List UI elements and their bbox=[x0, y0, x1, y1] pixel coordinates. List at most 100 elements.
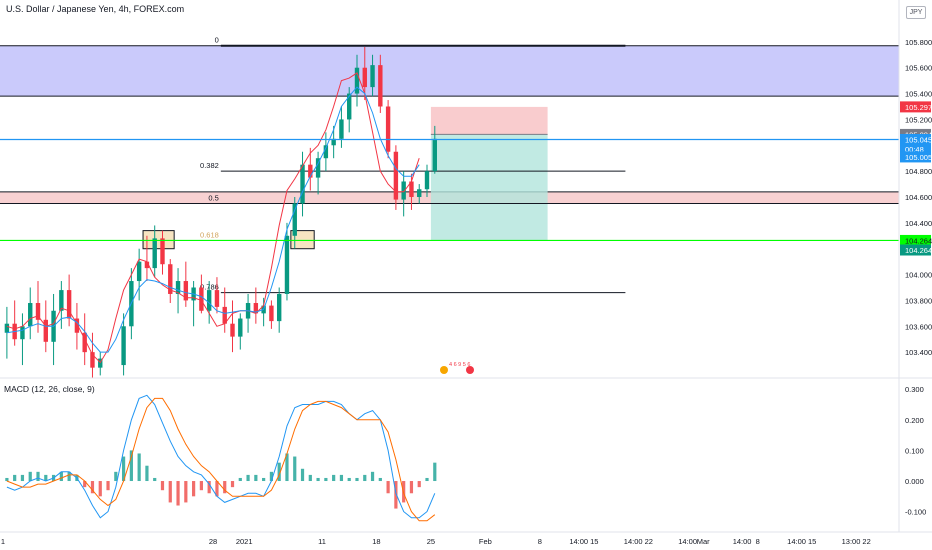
macd-histogram-bar bbox=[285, 453, 289, 482]
candle-body bbox=[28, 303, 33, 327]
candle-body bbox=[175, 281, 181, 294]
candle-body bbox=[136, 261, 142, 282]
candle-body bbox=[401, 181, 406, 200]
price-badge-label: 104.264 bbox=[905, 236, 932, 245]
event-marker-icon bbox=[440, 366, 448, 374]
macd-histogram-bar bbox=[5, 477, 9, 482]
macd-histogram-bar bbox=[106, 481, 110, 491]
candle-body bbox=[253, 303, 259, 314]
candle-body bbox=[214, 290, 220, 307]
price-badge bbox=[900, 234, 931, 246]
fib-level-label: 0.618 bbox=[200, 230, 219, 239]
candle-body bbox=[370, 65, 375, 88]
candle-body bbox=[432, 138, 437, 172]
macd-histogram-bar bbox=[20, 474, 25, 482]
candle-body bbox=[331, 138, 336, 146]
price-tick-label: 105.200 bbox=[905, 115, 932, 124]
macd-histogram-bar bbox=[324, 477, 328, 482]
price-badge bbox=[900, 143, 931, 155]
price-badge bbox=[900, 244, 931, 256]
macd-histogram-bar bbox=[137, 453, 141, 482]
time-tick-label: 8 bbox=[756, 537, 760, 546]
macd-histogram-bar bbox=[277, 462, 281, 482]
candle-body bbox=[424, 171, 430, 190]
time-tick-label: 15 bbox=[590, 537, 598, 546]
macd-histogram-bar bbox=[269, 471, 274, 482]
candle-body bbox=[378, 65, 383, 107]
time-tick-label: 2021 bbox=[236, 537, 253, 546]
event-marker-icon bbox=[466, 366, 474, 374]
macd-histogram-bar bbox=[207, 481, 211, 494]
candle-body bbox=[276, 293, 282, 322]
price-tick-label: 105.800 bbox=[905, 38, 932, 47]
candle-body bbox=[308, 164, 313, 178]
macd-histogram-bar bbox=[145, 465, 149, 482]
time-tick-label: 28 bbox=[209, 537, 217, 546]
price-badge-label: 105.045 bbox=[905, 135, 932, 144]
price-tick-label: 103.600 bbox=[905, 322, 932, 331]
macd-histogram-bar bbox=[192, 481, 196, 497]
macd-histogram-bar bbox=[386, 481, 390, 494]
macd-histogram-bar bbox=[246, 474, 250, 482]
time-tick-label: 22 bbox=[862, 537, 870, 546]
price-badge bbox=[900, 151, 931, 163]
fib-level-label: 0 bbox=[215, 36, 219, 45]
price-badge-label: 105.297 bbox=[905, 103, 932, 112]
time-tick-label: 18 bbox=[372, 537, 380, 546]
macd-histogram-bar bbox=[238, 477, 242, 482]
macd-histogram-bar bbox=[230, 481, 235, 488]
highlight-box bbox=[142, 230, 175, 250]
candle-body bbox=[323, 145, 329, 159]
candle-body bbox=[199, 287, 204, 311]
price-badge-label: 105.005 bbox=[905, 153, 932, 162]
candle-body bbox=[20, 326, 25, 340]
macd-histogram-bar bbox=[378, 477, 382, 482]
candle-body bbox=[144, 261, 150, 269]
time-tick-label: 13:00 bbox=[842, 537, 861, 546]
macd-histogram-bar bbox=[308, 474, 312, 482]
price-tick-label: 104.600 bbox=[905, 193, 932, 202]
highlight-boxes bbox=[142, 230, 315, 250]
candle-body bbox=[206, 290, 212, 311]
currency-badge[interactable]: JPY bbox=[906, 6, 926, 19]
time-tick-label: Feb bbox=[479, 537, 492, 546]
candle-body bbox=[339, 119, 344, 139]
candle-body bbox=[292, 203, 297, 236]
candle-body bbox=[284, 235, 290, 294]
macd-histogram-bar bbox=[262, 477, 266, 482]
macd-histogram-bar bbox=[90, 481, 95, 494]
macd-tick-label: -0.100 bbox=[905, 508, 926, 517]
macd-histogram-bar bbox=[153, 477, 157, 482]
macd-histogram-bar bbox=[433, 462, 437, 482]
macd-histogram-bar bbox=[332, 474, 336, 482]
macd-histogram-bar bbox=[417, 481, 421, 488]
horizontal-lines bbox=[0, 138, 899, 242]
price-badge-label: 00:48 bbox=[905, 145, 924, 154]
time-tick-label: 25 bbox=[427, 537, 435, 546]
macd-histogram-bar bbox=[83, 481, 87, 488]
macd-histogram-bar bbox=[425, 477, 429, 482]
candle-body bbox=[230, 323, 235, 337]
macd-histogram-bar bbox=[13, 474, 17, 482]
candle-body bbox=[393, 151, 399, 200]
price-badge bbox=[900, 101, 931, 113]
candle-body bbox=[269, 305, 274, 322]
fib-level-label: 0.382 bbox=[200, 161, 219, 170]
stop-loss-area bbox=[430, 106, 548, 135]
price-tick-label: 105.400 bbox=[905, 90, 932, 99]
macd-line bbox=[6, 394, 436, 519]
price-tick-label: 104.000 bbox=[905, 271, 932, 280]
macd-histogram-bar bbox=[300, 468, 305, 482]
macd-histogram-bar bbox=[98, 481, 102, 497]
position-tool bbox=[430, 106, 548, 241]
time-tick-label: 1 bbox=[1, 537, 5, 546]
candle-body bbox=[121, 326, 126, 366]
macd-title[interactable]: MACD (12, 26, close, 9) bbox=[4, 384, 95, 394]
macd-histogram-bar bbox=[121, 456, 126, 482]
candle-body bbox=[385, 106, 391, 152]
event-markers: 4 6 9 5 6 bbox=[440, 362, 474, 374]
time-tick-label: 14:00 bbox=[678, 537, 697, 546]
macd-histogram-bar bbox=[254, 474, 258, 482]
macd-histogram-bar bbox=[215, 481, 219, 497]
